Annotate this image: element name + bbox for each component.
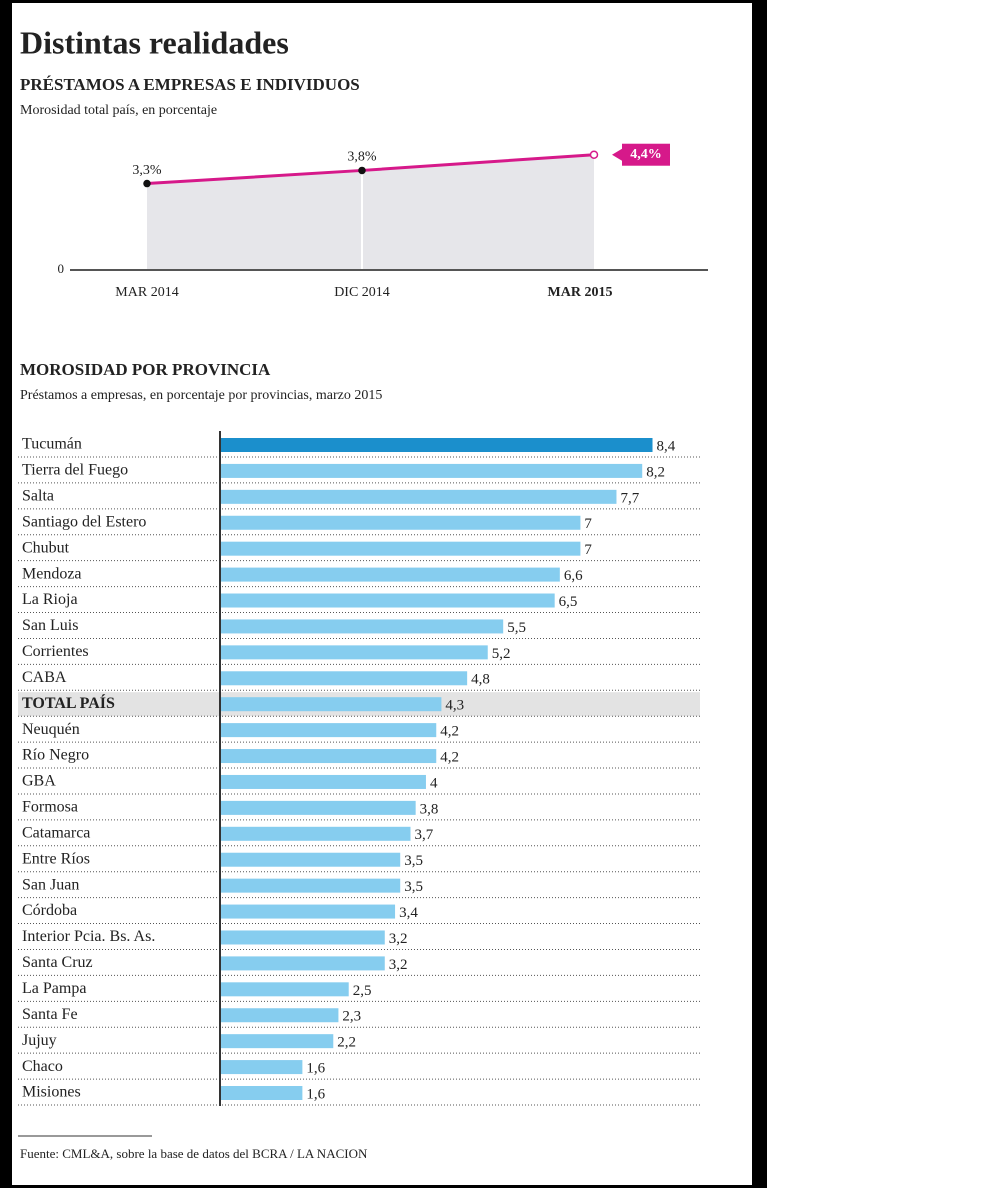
category-label: Formosa xyxy=(22,799,78,816)
source: Fuente: CML&A, sobre la base de datos de… xyxy=(20,1146,368,1161)
y-tick-label: 0 xyxy=(58,261,65,276)
category-label: Misiones xyxy=(22,1084,81,1101)
value-label: 8,2 xyxy=(646,464,665,480)
bar xyxy=(220,489,617,504)
category-label: TOTAL PAÍS xyxy=(22,693,115,712)
value-label: 3,2 xyxy=(389,931,408,947)
value-label: 3,8% xyxy=(347,150,377,165)
bar xyxy=(220,619,504,634)
value-label: 4,3 xyxy=(445,698,464,714)
bar xyxy=(220,645,488,660)
value-label: 3,5 xyxy=(404,853,423,869)
bar xyxy=(220,800,416,815)
bar xyxy=(220,541,581,556)
value-label: 5,2 xyxy=(492,646,511,662)
bar xyxy=(220,1060,303,1075)
category-label: La Pampa xyxy=(22,980,86,997)
value-label: 6,6 xyxy=(564,568,583,584)
chart-title: PRÉSTAMOS A EMPRESAS E INDIVIDUOS xyxy=(20,75,360,94)
value-label: 3,7 xyxy=(415,827,434,843)
category-label: Tucumán xyxy=(22,436,82,453)
bar xyxy=(220,567,560,582)
chart-subtitle: Préstamos a empresas, en porcentaje por … xyxy=(20,388,382,403)
point xyxy=(589,150,599,159)
category-label: Neuquén xyxy=(22,721,80,738)
category-label: Santa Fe xyxy=(22,1006,78,1023)
bar xyxy=(220,723,437,738)
bar xyxy=(220,852,401,867)
bar xyxy=(220,1086,303,1100)
bar xyxy=(220,1008,339,1023)
value-label: 3,8 xyxy=(420,801,439,817)
category-label: Río Negro xyxy=(22,747,89,764)
category-label: Chubut xyxy=(22,539,70,556)
chart-subtitle: Morosidad total país, en porcentaje xyxy=(20,103,217,118)
category-label: Chaco xyxy=(22,1058,63,1075)
value-label: 4,4% xyxy=(630,147,662,162)
value-label: 2,5 xyxy=(353,983,372,999)
x-tick-label: DIC 2014 xyxy=(334,285,390,300)
bar xyxy=(220,878,401,893)
value-label: 6,5 xyxy=(559,594,578,610)
category-label: Catamarca xyxy=(22,824,90,841)
label-box xyxy=(622,143,670,166)
category-label: Interior Pcia. Bs. As. xyxy=(22,928,155,945)
chart-title: MOROSIDAD POR PROVINCIA xyxy=(20,360,271,379)
category-label: Santiago del Estero xyxy=(22,513,146,530)
category-label: Mendoza xyxy=(22,565,82,582)
value-label: 8,4 xyxy=(657,438,676,454)
point xyxy=(358,166,366,175)
category-label: San Luis xyxy=(22,617,78,634)
value-label: 2,3 xyxy=(342,1009,361,1025)
value-label: 7 xyxy=(584,542,592,558)
bar xyxy=(220,749,437,764)
category-label: CABA xyxy=(22,669,67,686)
bar xyxy=(220,982,349,997)
bar xyxy=(220,956,385,971)
category-label: Santa Cruz xyxy=(22,954,93,971)
value-label: 2,2 xyxy=(337,1035,356,1051)
value-label: 4 xyxy=(430,775,438,791)
category-label: La Rioja xyxy=(22,591,78,608)
value-label: 4,2 xyxy=(440,724,459,740)
bar xyxy=(220,826,411,841)
x-tick-label: MAR 2014 xyxy=(115,285,178,300)
value-label: 3,3% xyxy=(132,163,162,178)
title: Distintas realidades xyxy=(20,24,289,60)
value-label: 3,4 xyxy=(399,905,418,921)
bar xyxy=(220,774,426,789)
bar xyxy=(220,671,468,686)
bar xyxy=(220,930,385,945)
value-label: 7 xyxy=(584,516,592,532)
value-label: 4,8 xyxy=(471,672,490,688)
bar xyxy=(220,438,653,452)
value-label: 3,2 xyxy=(389,957,408,973)
category-label: Corrientes xyxy=(22,643,89,660)
category-label: Jujuy xyxy=(22,1032,57,1049)
bar xyxy=(220,1034,334,1049)
category-label: Córdoba xyxy=(22,902,77,919)
value-label: 7,7 xyxy=(620,490,639,506)
category-label: San Juan xyxy=(22,876,79,893)
value-label: 4,2 xyxy=(440,749,459,765)
category-label: Tierra del Fuego xyxy=(22,462,128,479)
value-label: 3,5 xyxy=(404,879,423,895)
point xyxy=(143,179,151,188)
value-label: 1,6 xyxy=(306,1086,325,1102)
value-label: 5,5 xyxy=(507,620,526,636)
value-label: 1,6 xyxy=(306,1061,325,1077)
bar xyxy=(220,904,396,919)
bar xyxy=(220,697,442,712)
category-label: GBA xyxy=(22,773,56,790)
bar xyxy=(220,463,643,478)
category-label: Salta xyxy=(22,488,54,505)
x-tick-label: MAR 2015 xyxy=(548,285,613,300)
bar xyxy=(220,515,581,530)
area xyxy=(147,154,594,270)
bar xyxy=(220,593,555,608)
category-label: Entre Ríos xyxy=(22,850,90,867)
label-pointer xyxy=(612,148,622,161)
